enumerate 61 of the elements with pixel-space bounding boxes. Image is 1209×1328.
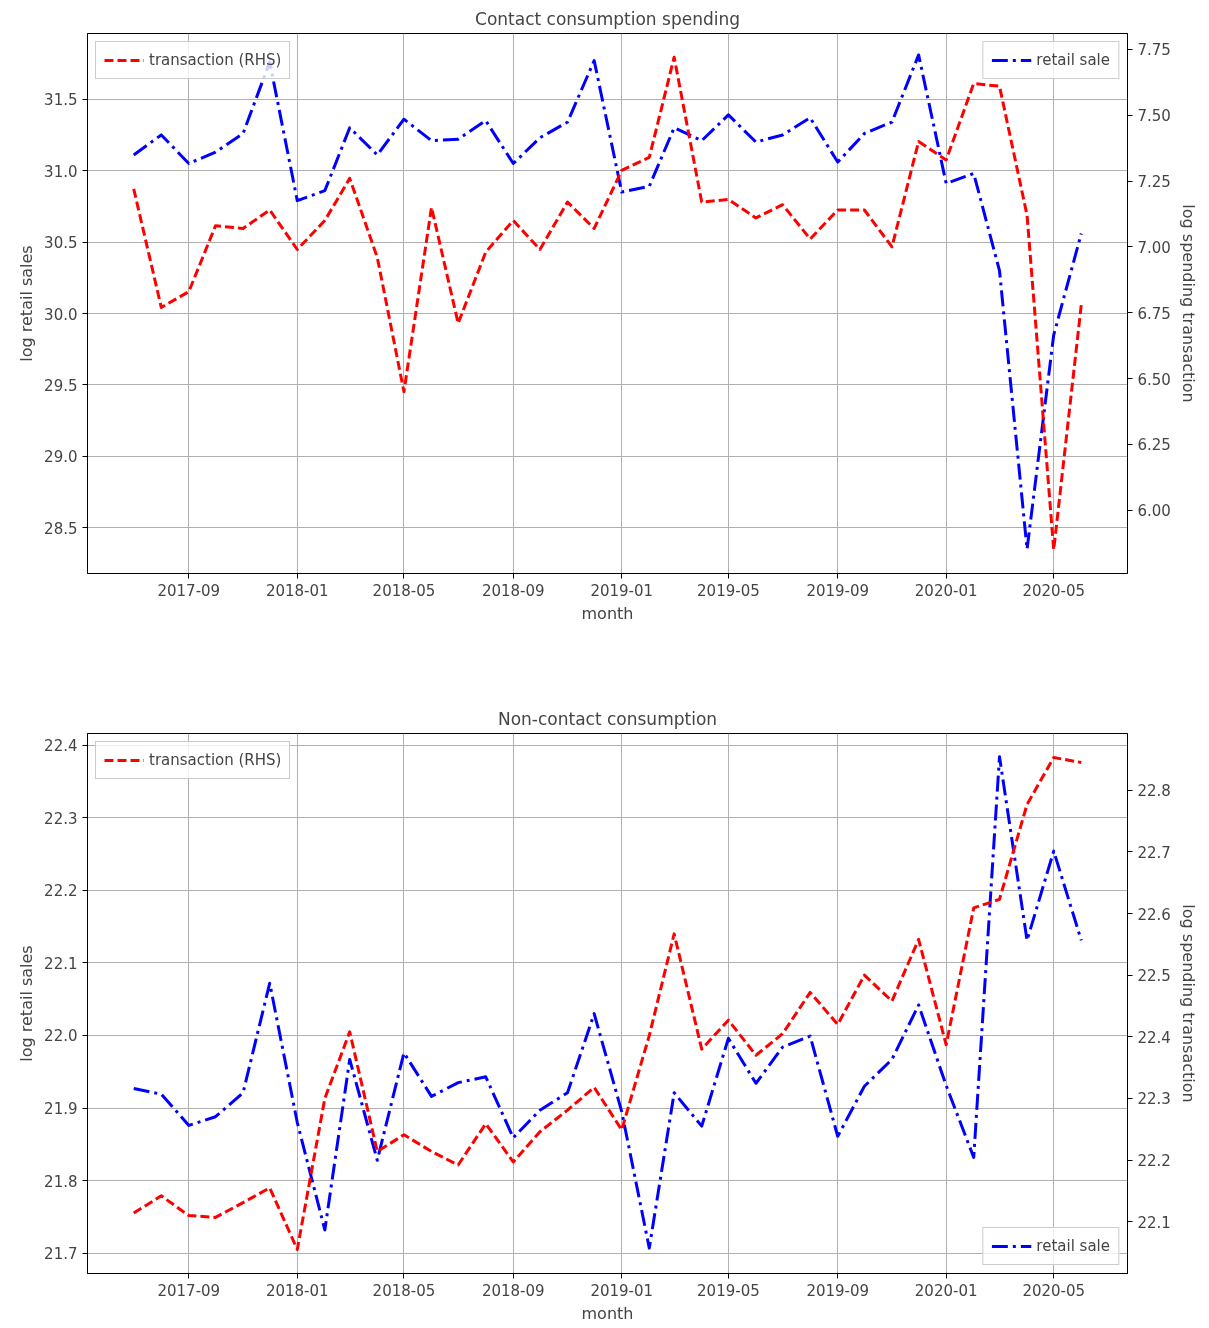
y-axis-title: log retail sales (17, 245, 37, 362)
y-tick-label: 22.4 (44, 737, 78, 756)
x-tick-label: 2019-05 (697, 1281, 760, 1300)
x-tick-label: 2019-05 (697, 581, 760, 600)
x-axis-title: month (581, 603, 634, 623)
x-tick-label: 2018-01 (265, 581, 329, 600)
y2-tick-label: 6.50 (1137, 370, 1171, 389)
x-tick-label: 2017-09 (157, 581, 221, 600)
y-tick-label: 30.5 (44, 234, 78, 253)
x-tick-label: 2020-01 (914, 581, 978, 600)
x-axis-title: month (581, 1303, 634, 1323)
x-tick-label: 2020-05 (1022, 1281, 1086, 1300)
legend-label: transaction (RHS) (149, 751, 282, 769)
y2-tick-label: 7.50 (1137, 107, 1171, 126)
legend-label: retail sale (1036, 51, 1110, 69)
x-tick-label: 2019-09 (806, 581, 870, 600)
y-axis-title: log retail sales (17, 945, 37, 1062)
y-tick-label: 29.0 (44, 448, 78, 467)
y2-tick-label: 22.6 (1137, 905, 1171, 924)
y-tick-label: 22.1 (44, 954, 78, 973)
y-tick-label: 21.8 (44, 1172, 78, 1191)
chart-title: Non-contact consumption (497, 708, 718, 729)
y2-tick-label: 22.1 (1137, 1213, 1171, 1232)
y2-tick-label: 6.00 (1137, 502, 1171, 521)
y-tick-label: 22.0 (44, 1027, 78, 1046)
y-tick-label: 31.5 (44, 91, 78, 110)
x-tick-label: 2018-05 (372, 581, 436, 600)
legend-label: transaction (RHS) (149, 51, 282, 69)
y-tick-label: 22.2 (44, 882, 78, 901)
y-tick-label: 22.3 (44, 809, 78, 828)
y2-tick-label: 6.25 (1137, 436, 1171, 455)
x-tick-label: 2019-01 (590, 1281, 654, 1300)
y2-tick-label: 6.75 (1137, 304, 1171, 323)
y2-tick-label: 22.7 (1137, 843, 1171, 862)
y-tick-label: 31.0 (44, 162, 78, 181)
x-tick-label: 2018-01 (265, 1281, 329, 1300)
y2-tick-label: 22.8 (1137, 782, 1171, 801)
y-tick-label: 28.5 (44, 519, 78, 538)
y2-tick-label: 7.75 (1137, 41, 1171, 60)
legend-label: retail sale (1036, 1237, 1110, 1255)
y2-tick-label: 7.25 (1137, 173, 1171, 192)
x-tick-label: 2018-09 (481, 1281, 545, 1300)
y2-tick-label: 22.3 (1137, 1090, 1171, 1109)
y2-axis-title: log spending transaction (1178, 204, 1198, 403)
x-tick-label: 2018-09 (481, 581, 545, 600)
y2-tick-label: 22.4 (1137, 1028, 1171, 1047)
x-tick-label: 2017-09 (157, 1281, 221, 1300)
y-tick-label: 21.7 (44, 1245, 78, 1264)
y-tick-label: 29.5 (44, 376, 78, 395)
y-tick-label: 30.0 (44, 305, 78, 324)
chart-title: Contact consumption spending (475, 8, 740, 29)
x-tick-label: 2020-01 (914, 1281, 978, 1300)
y2-tick-label: 7.00 (1137, 238, 1171, 257)
y2-axis-title: log spending transaction (1178, 904, 1198, 1103)
y-tick-label: 21.9 (44, 1100, 78, 1119)
y2-tick-label: 22.2 (1137, 1152, 1171, 1171)
x-tick-label: 2019-09 (806, 1281, 870, 1300)
x-tick-label: 2018-05 (372, 1281, 436, 1300)
y2-tick-label: 22.5 (1137, 967, 1171, 986)
x-tick-label: 2020-05 (1022, 581, 1086, 600)
x-tick-label: 2019-01 (590, 581, 654, 600)
